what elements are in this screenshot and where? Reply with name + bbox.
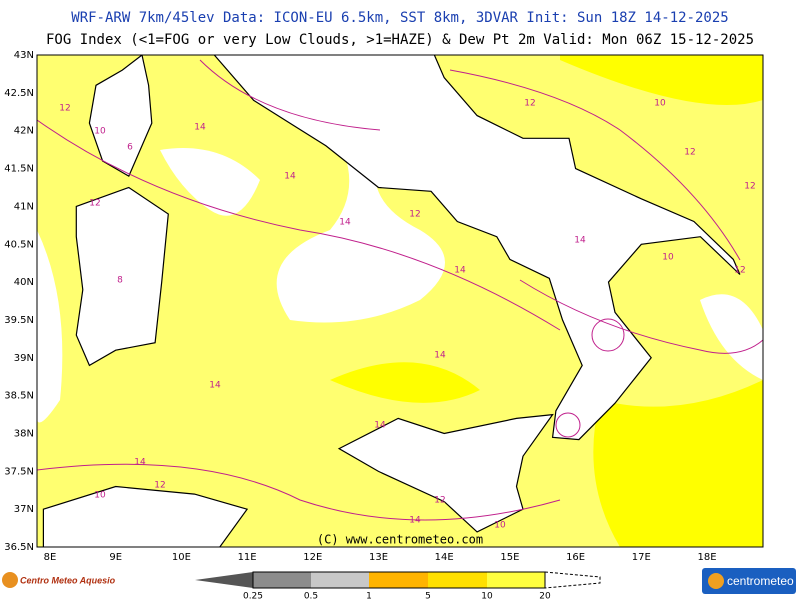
clear-area [160,148,260,216]
lon-label: 18E [697,552,716,563]
lon-label: 10E [172,552,191,563]
colorbar-segment [487,572,545,588]
logo-text: Centro Meteo Aquesio [20,575,116,585]
lat-label: 40.5N [4,239,34,250]
contour-line [591,318,625,352]
logo-icon [708,573,724,589]
contour-line [555,412,581,438]
contour-label: 10 [654,99,666,109]
colorbar-label: 0.5 [304,592,318,601]
contour-label: 14 [374,421,386,431]
contour-label: 10 [494,521,506,531]
clear-area [700,294,763,380]
colorbar-segment [544,571,601,589]
colorbar-label: 1 [366,592,372,601]
contour-label: 12 [89,199,100,209]
logo-icon [2,572,18,588]
lat-label: 36.5N [4,542,34,553]
lat-label: 39N [14,353,34,364]
logo-right: centrometeo [702,568,796,594]
contour-label: 14 [134,458,146,468]
contour-label: 6 [127,143,133,153]
contour-label: 12 [154,481,165,491]
map-frame [36,54,764,548]
contour-label: 14 [284,172,296,182]
lat-label: 40N [14,277,34,288]
contour-label: 14 [409,516,421,526]
lon-label: 12E [303,552,322,563]
contour-label: 14 [209,381,221,391]
haze-area [330,362,480,403]
title-line1: WRF-ARW 7km/45lev Data: ICON-EU 6.5km, S… [71,10,728,26]
contour-label: 12 [524,99,535,109]
lon-label: 17E [632,552,651,563]
colorbar-segment [311,572,369,588]
contour-label: 12 [434,496,445,506]
lat-label: 43N [14,50,34,61]
contour-label: 14 [434,351,446,361]
contour-label: 14 [339,218,351,228]
logo-text: centrometeo [727,574,794,588]
contour-line [449,69,741,261]
contour-label: 10 [94,127,106,137]
lon-label: 14E [435,552,454,563]
colorbar-segment [253,572,311,588]
contour-line [37,463,561,521]
clear-area [276,70,445,323]
colorbar: 0.25 0.5 1 5 10 20 [195,571,601,602]
colorbar-segment [195,572,253,588]
contour-line [37,119,561,331]
clear-area [37,230,63,423]
copyright: (C) www.centrometeo.com [317,533,483,547]
lon-label: 15E [500,552,519,563]
lat-label: 42N [14,126,34,137]
lon-label: 11E [238,552,257,563]
contour-label: 10 [94,491,106,501]
contour-label: 12 [744,182,755,192]
map-area: 12 14 10 12 14 14 14 14 12 10 12 14 12 10 8 6 12 14 14 12 10… [37,55,763,547]
lon-label: 8E [44,552,57,563]
colorbar-label: 0.25 [243,592,263,601]
lon-label: 16E [566,552,585,563]
contour-label: 14 [454,266,466,276]
contour-label: 14 [194,123,206,133]
contour-label: 12 [409,210,420,220]
contour-line [199,59,381,131]
colorbar-segment [369,572,428,588]
lat-label: 42.5N [4,88,34,99]
landmass [42,485,249,547]
lon-label: 9E [109,552,122,563]
lat-label: 37N [14,504,34,515]
contour-line [519,279,763,354]
colorbar-label: 5 [425,592,431,601]
haze-area [560,55,763,105]
logo-left: Centro Meteo Aquesio [2,572,116,588]
contour-label: 12 [684,148,695,158]
lat-label: 37.5N [4,466,34,477]
contour-label: 14 [574,236,586,246]
lat-label: 41.5N [4,164,34,175]
contour-label: 12 [734,266,745,276]
colorbar-label: 20 [539,592,551,601]
contour-label: 12 [59,104,70,114]
landmass [213,55,741,441]
lat-label: 39.5N [4,315,34,326]
haze-area [593,380,763,547]
contours [37,59,763,521]
colorbar-segment [428,572,487,588]
title-line2: FOG Index (<1=FOG or very Low Clouds, >1… [46,32,754,48]
lat-label: 38.5N [4,391,34,402]
contour-label: 8 [117,276,123,286]
landmass [337,413,554,533]
logo-box [702,568,796,594]
contour-label: 10 [662,253,674,263]
colorbar-frame [252,571,546,589]
landmass [75,186,169,367]
lat-label: 41N [14,201,34,212]
colorbar-label: 10 [481,592,493,601]
lon-label: 13E [369,552,388,563]
lat-label: 38N [14,429,34,440]
